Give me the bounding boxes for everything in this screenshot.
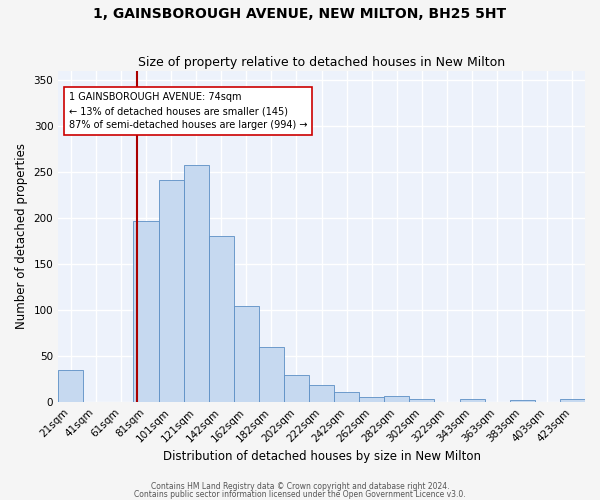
Bar [133,221,158,402]
Bar [409,400,434,402]
Text: Contains public sector information licensed under the Open Government Licence v3: Contains public sector information licen… [134,490,466,499]
Text: 1, GAINSBOROUGH AVENUE, NEW MILTON, BH25 5HT: 1, GAINSBOROUGH AVENUE, NEW MILTON, BH25… [94,8,506,22]
Bar [334,392,359,402]
Y-axis label: Number of detached properties: Number of detached properties [15,144,28,330]
Title: Size of property relative to detached houses in New Milton: Size of property relative to detached ho… [138,56,505,70]
Bar [359,396,385,402]
Bar [284,374,309,402]
Bar [309,384,334,402]
Bar [184,164,209,402]
Bar [158,180,184,402]
Bar [58,370,83,402]
X-axis label: Distribution of detached houses by size in New Milton: Distribution of detached houses by size … [163,450,481,462]
Bar [385,396,409,402]
Bar [460,398,485,402]
Text: 1 GAINSBOROUGH AVENUE: 74sqm
← 13% of detached houses are smaller (145)
87% of s: 1 GAINSBOROUGH AVENUE: 74sqm ← 13% of de… [69,92,307,130]
Bar [259,347,284,402]
Bar [560,400,585,402]
Bar [510,400,535,402]
Text: Contains HM Land Registry data © Crown copyright and database right 2024.: Contains HM Land Registry data © Crown c… [151,482,449,491]
Bar [234,306,259,402]
Bar [209,236,234,402]
